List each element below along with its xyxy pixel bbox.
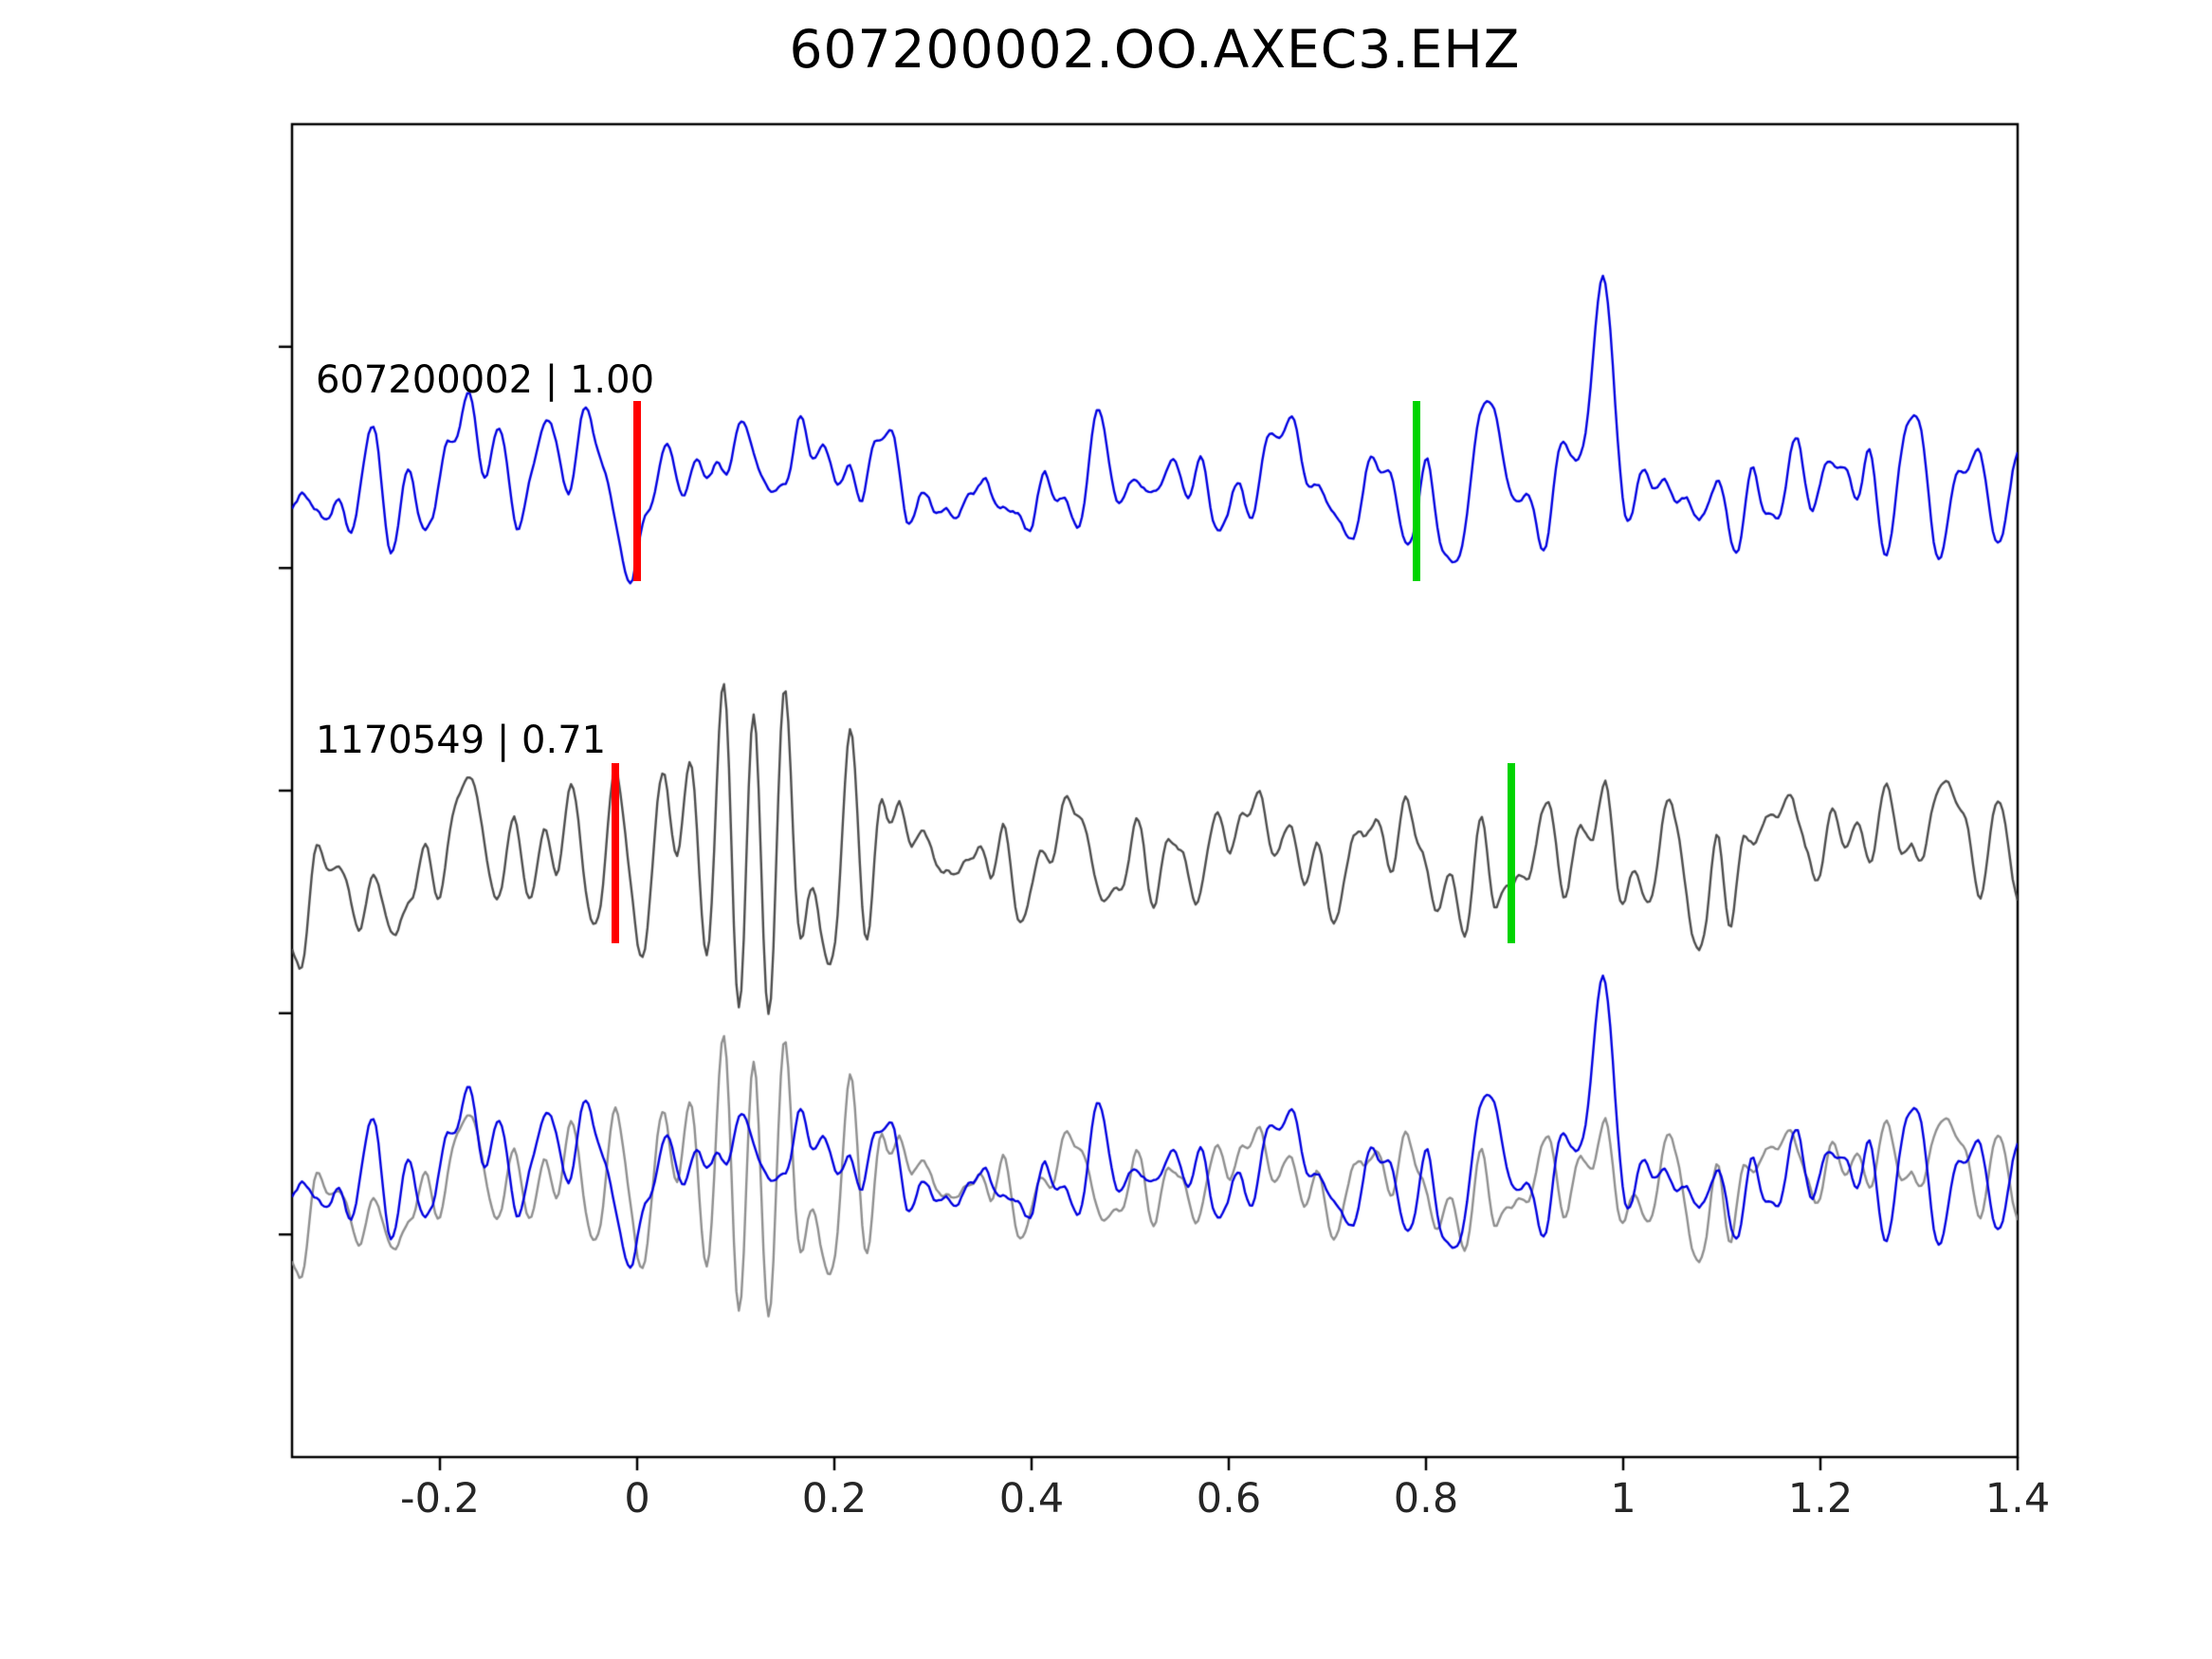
x-tick-label: 0.2: [801, 1475, 868, 1522]
x-tick-label: 1.4: [1984, 1475, 2051, 1522]
x-tick-label: -0.2: [400, 1475, 480, 1522]
trace-label-detection: 607200002 | 1.00: [316, 358, 655, 402]
x-tick-label: 0.6: [1196, 1475, 1262, 1522]
trace-label-template: 1170549 | 0.71: [316, 719, 607, 762]
x-tick-label: 0.8: [1393, 1475, 1459, 1522]
red-pick-marker: [633, 400, 641, 581]
x-tick-label: 0: [624, 1475, 650, 1522]
x-tick-label: 0.4: [998, 1475, 1065, 1522]
green-pick-marker: [1412, 400, 1420, 581]
x-tick-label: 1.2: [1787, 1475, 1854, 1522]
green-pick-marker: [1508, 763, 1516, 944]
x-tick-label: 1: [1610, 1475, 1636, 1522]
red-pick-marker: [612, 763, 620, 944]
